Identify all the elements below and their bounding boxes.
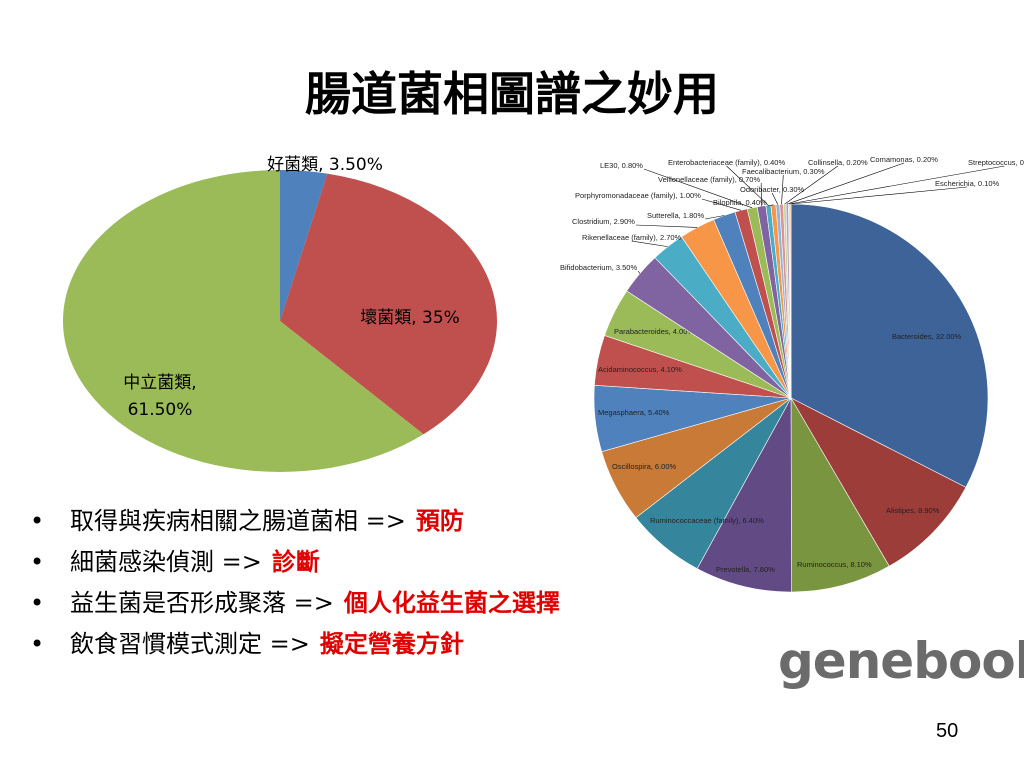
data-label: Escherichia, 0.10% xyxy=(935,179,1000,188)
leader-line xyxy=(631,240,668,247)
pie-slice xyxy=(790,203,989,488)
leader-line xyxy=(781,174,784,205)
data-label: Comamonas, 0.20% xyxy=(870,155,938,164)
bullet-highlight: 診斷 xyxy=(271,547,320,576)
leader-line xyxy=(771,192,779,205)
data-label: Enterobacteriaceae (family), 0.40% xyxy=(668,158,785,167)
bullet: 細菌感染偵測 => 診斷 xyxy=(28,546,618,578)
leader-line xyxy=(701,198,742,211)
bullet: 飲食習慣模式測定 => 擬定營養方針 xyxy=(28,628,618,660)
bullet: 益生菌是否形成聚落 => 個人化益生菌之選擇 xyxy=(28,587,618,619)
bullet-text: 細菌感染偵測 => xyxy=(70,548,262,576)
bullet: 取得與疾病相關之腸道菌相 => 預防 xyxy=(28,505,618,537)
page-number: 50 xyxy=(936,720,959,742)
data-label: Clostridium, 2.90% xyxy=(572,217,635,226)
leader-line xyxy=(789,165,1005,205)
leader-line xyxy=(705,215,725,220)
data-label: 中立菌類, 61.50% xyxy=(123,373,197,420)
bullet-highlight: 預防 xyxy=(415,506,464,535)
pie-slice xyxy=(790,397,967,567)
bullet-text: 飲食習慣模式測定 => xyxy=(70,630,310,658)
leader-line xyxy=(726,165,769,206)
bullet-highlight: 個人化益生菌之選擇 xyxy=(343,588,560,617)
data-label: Ruminococcaceae (family), 6.40% xyxy=(650,516,764,525)
data-label: Acidaminococcus, 4.10% xyxy=(598,365,682,374)
leader-line xyxy=(784,165,838,205)
leader-line xyxy=(787,162,905,205)
logo: genebook® xyxy=(778,632,1024,690)
bullet-text: 益生菌是否形成聚落 => xyxy=(70,589,334,617)
pie-slice xyxy=(62,170,424,472)
data-label: 壞菌類, 35% xyxy=(360,308,460,328)
leader-line xyxy=(790,186,968,205)
leader-line xyxy=(643,168,753,209)
data-label: Alistipes, 8.90% xyxy=(886,506,940,515)
data-label: Prevotella, 7.80% xyxy=(716,565,775,574)
data-label: Odoribacter, 0.30% xyxy=(740,185,805,194)
data-label: Streptococcus, 0.10% xyxy=(968,158,1024,167)
logo-text: genebook xyxy=(778,632,1024,690)
data-label: Bifidobacterium, 3.50% xyxy=(560,263,637,272)
data-label: Porphyromonadaceae (family), 1.00% xyxy=(575,191,701,200)
pie-slice xyxy=(696,396,792,593)
bullet-list: 取得與疾病相關之腸道菌相 => 預防細菌感染偵測 => 診斷益生菌是否形成聚落 =>… xyxy=(28,505,618,669)
data-label: Collinsella, 0.20% xyxy=(808,158,868,167)
data-label: Oscillospira, 6.00% xyxy=(612,462,677,471)
data-label: Megasphaera, 5.40% xyxy=(598,408,670,417)
leader-line xyxy=(637,270,641,274)
data-label: Faecalibacterium, 0.30% xyxy=(742,167,825,176)
data-label: Bacteroides, 32.00% xyxy=(892,332,962,341)
data-label: Veillonellaceae (family), 0.70% xyxy=(658,175,760,184)
data-label: Rikenellaceae (family), 2.70% xyxy=(582,233,682,242)
pie-slice xyxy=(790,396,890,593)
data-label: Parabacteroides, 4.00% xyxy=(614,327,694,336)
data-label: Sutterella, 1.80% xyxy=(647,211,704,220)
data-label: Ruminococcus, 8.10% xyxy=(797,560,872,569)
data-label: 好菌類, 3.50% xyxy=(267,155,383,175)
bullet-highlight: 擬定營養方針 xyxy=(319,629,464,658)
leader-line xyxy=(767,204,774,207)
bullet-text: 取得與疾病相關之腸道菌相 => xyxy=(70,507,406,535)
data-label: Bilophila, 0.40% xyxy=(713,198,767,207)
slide-title: 腸道菌相圖譜之妙用 xyxy=(305,67,719,121)
leader-line xyxy=(635,224,698,228)
data-label: LE30, 0.80% xyxy=(600,161,643,170)
pie-slice xyxy=(280,173,497,435)
pie-slice xyxy=(280,170,328,321)
